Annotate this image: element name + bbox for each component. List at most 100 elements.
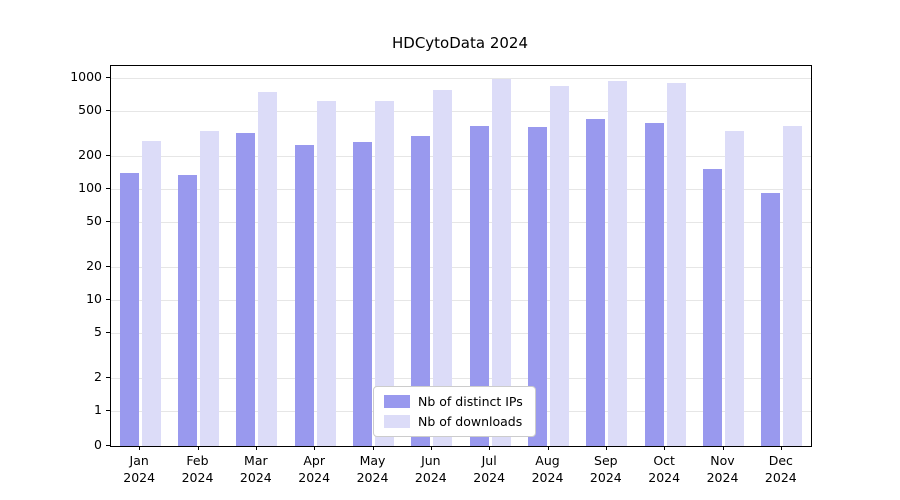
x-tick-label-0: Jan 2024 [97,452,181,486]
bar-nb-of-distinct-ips-mar-2024 [236,132,256,446]
bar-nb-of-downloads-mar-2024 [258,91,278,446]
y-tick-100 [106,188,110,189]
x-tick-11 [780,446,782,450]
x-tick-label-10: Nov 2024 [681,452,765,486]
legend-swatch-downloads [384,415,410,428]
x-tick-year: 2024 [414,470,447,485]
chart-title: HDCytoData 2024 [392,34,528,52]
x-tick-3 [314,446,316,450]
bar-nb-of-downloads-jul-2024 [491,78,511,446]
y-tick-500 [106,110,110,112]
legend-label-distinct-ips: Nb of distinct IPs [418,394,523,409]
y-tick-label-5: 5 [94,324,102,340]
bar-nb-of-downloads-dec-2024 [783,125,803,446]
x-tick-8 [605,446,607,450]
x-tick-year: 2024 [298,470,331,485]
x-tick-year: 2024 [531,470,564,485]
legend-swatch-distinct-ips [384,395,410,408]
y-tick-label-500: 500 [78,102,102,118]
gridline-y-2 [111,377,811,379]
y-tick-20 [106,265,110,267]
x-tick-label-7: Aug 2024 [506,452,590,486]
x-tick-year: 2024 [123,470,156,485]
x-tick-month: Sep [594,453,618,468]
gridline-y-200 [111,155,811,157]
bar-nb-of-downloads-jun-2024 [433,89,453,446]
y-tick-5 [106,332,110,334]
x-tick-0 [139,446,141,450]
x-tick-month: Dec [768,453,793,468]
legend: Nb of distinct IPs Nb of downloads [373,386,536,437]
bar-nb-of-distinct-ips-oct-2024 [644,123,664,446]
x-tick-year: 2024 [239,470,272,485]
y-tick-label-50: 50 [86,213,102,229]
x-tick-10 [722,446,724,450]
plot-area [110,65,812,447]
y-tick-label-1000: 1000 [70,69,102,84]
bar-nb-of-downloads-jan-2024 [141,141,161,446]
y-tick-1000 [106,77,110,78]
x-tick-label-9: Oct 2024 [622,452,706,486]
y-tick-0 [106,445,110,446]
gridline-y-1000 [111,78,811,79]
x-tick-label-6: Jul 2024 [447,452,531,486]
y-tick-10 [106,299,110,300]
bar-nb-of-distinct-ips-sep-2024 [586,118,606,446]
x-tick-month: Feb [186,453,209,468]
x-tick-month: May [359,453,386,468]
y-tick-label-1: 1 [94,402,102,417]
gridline-y-50 [111,222,811,224]
x-tick-label-2: Mar 2024 [214,452,298,486]
legend-item-distinct-ips: Nb of distinct IPs [384,394,523,409]
x-tick-month: Jun [421,453,441,468]
x-tick-label-11: Dec 2024 [739,452,823,486]
x-tick-label-5: Jun 2024 [389,452,473,486]
bar-nb-of-downloads-aug-2024 [550,85,569,446]
x-tick-label-8: Sep 2024 [564,452,648,486]
x-tick-month: Aug [535,453,560,468]
y-tick-label-20: 20 [86,257,102,273]
bar-nb-of-distinct-ips-feb-2024 [178,174,197,446]
x-tick-month: Apr [303,453,325,468]
x-tick-year: 2024 [181,470,214,485]
bar-nb-of-distinct-ips-nov-2024 [703,169,722,446]
bar-nb-of-downloads-may-2024 [375,101,394,446]
y-tick-label-0: 0 [94,437,102,452]
x-tick-year: 2024 [589,470,622,485]
bar-nb-of-distinct-ips-jun-2024 [411,136,431,446]
x-tick-year: 2024 [473,470,506,485]
x-tick-month: Nov [710,453,735,468]
x-tick-5 [430,446,432,450]
y-tick-1 [106,410,110,411]
y-tick-200 [106,154,110,156]
legend-item-downloads: Nb of downloads [384,414,523,429]
x-tick-label-1: Feb 2024 [156,452,240,486]
bar-nb-of-downloads-sep-2024 [608,80,628,446]
x-tick-year: 2024 [356,470,389,485]
y-tick-50 [106,221,110,223]
x-tick-1 [197,446,199,450]
x-tick-2 [255,446,257,450]
x-tick-label-4: May 2024 [331,452,415,486]
x-tick-month: Oct [653,453,675,468]
x-tick-6 [489,446,491,450]
bar-nb-of-downloads-feb-2024 [200,131,219,446]
gridline-y-20 [111,266,811,268]
bar-nb-of-downloads-nov-2024 [725,131,744,446]
x-tick-year: 2024 [764,470,797,485]
y-tick-label-200: 200 [78,146,102,162]
gridline-y-10 [111,300,811,301]
y-tick-label-100: 100 [78,180,102,195]
x-tick-year: 2024 [648,470,681,485]
gridline-y-500 [111,111,811,113]
bar-nb-of-distinct-ips-aug-2024 [528,127,547,446]
bar-nb-of-distinct-ips-apr-2024 [294,144,314,446]
bar-nb-of-distinct-ips-jul-2024 [469,125,489,446]
x-tick-year: 2024 [706,470,739,485]
y-tick-2 [106,376,110,378]
x-tick-9 [664,446,666,450]
bar-nb-of-downloads-oct-2024 [666,83,686,446]
bar-nb-of-distinct-ips-dec-2024 [761,193,781,446]
x-tick-4 [372,446,374,450]
